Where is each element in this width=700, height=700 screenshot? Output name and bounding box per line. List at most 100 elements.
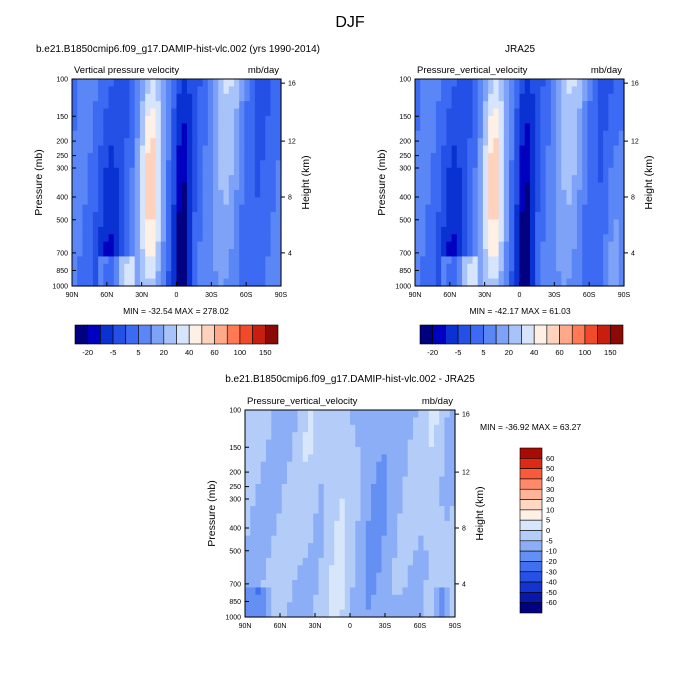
heatmap-cell bbox=[166, 93, 172, 102]
heatmap-cell bbox=[597, 278, 604, 287]
heatmap-cell bbox=[202, 219, 209, 228]
heatmap-cell bbox=[467, 234, 474, 243]
heatmap-cell bbox=[186, 167, 193, 176]
heatmap-cell bbox=[603, 115, 609, 124]
colorbar-box bbox=[519, 478, 543, 490]
heatmap-cell bbox=[425, 108, 432, 117]
heatmap-cell bbox=[155, 271, 162, 280]
heatmap-cell bbox=[597, 175, 604, 184]
heatmap-cell bbox=[571, 175, 578, 184]
heatmap-cell bbox=[108, 175, 115, 184]
heatmap-cell bbox=[592, 167, 599, 176]
min-max-label: MIN = -32.54 MAX = 278.02 bbox=[123, 306, 229, 316]
heatmap-cell bbox=[529, 145, 536, 154]
heatmap-cell bbox=[155, 130, 162, 139]
heatmap-cell bbox=[425, 152, 432, 161]
heatmap-cells bbox=[245, 410, 456, 618]
heatmap-cell bbox=[397, 543, 404, 552]
heatmap-cell bbox=[561, 145, 568, 154]
heatmap-cell bbox=[430, 182, 437, 191]
heatmap-cell bbox=[561, 263, 568, 272]
heatmap-cell bbox=[449, 594, 456, 603]
heatmap-cell bbox=[260, 115, 266, 124]
heatmap-cell bbox=[297, 550, 304, 559]
heatmap-cell bbox=[493, 197, 500, 206]
heatmap-cell bbox=[318, 417, 325, 426]
heatmap-cell bbox=[271, 410, 278, 418]
heatmap-cell bbox=[134, 278, 141, 287]
y-axis-label: Pressure (mb) bbox=[33, 149, 45, 216]
heatmap-cell bbox=[166, 145, 172, 154]
heatmap-cell bbox=[239, 79, 246, 87]
y-right-tick-label: 12 bbox=[631, 139, 639, 146]
heatmap-cell bbox=[545, 189, 552, 198]
colorbar-box bbox=[519, 509, 543, 521]
heatmap-cell bbox=[439, 461, 446, 470]
heatmap-cell bbox=[423, 520, 430, 529]
heatmap-cell bbox=[82, 115, 89, 124]
heatmap-cell bbox=[582, 138, 589, 147]
colorbar-box bbox=[519, 540, 543, 552]
heatmap-cell bbox=[462, 189, 468, 198]
heatmap-cell bbox=[446, 182, 453, 191]
heatmap-cell bbox=[472, 241, 479, 250]
heatmap-cell bbox=[265, 86, 272, 95]
heatmap-cell bbox=[181, 79, 188, 87]
heatmap-cell bbox=[519, 86, 526, 95]
heatmap-cell bbox=[339, 594, 346, 603]
heatmap-cell bbox=[498, 189, 505, 198]
heatmap-cell bbox=[535, 182, 541, 191]
heatmap-cell bbox=[197, 115, 204, 124]
heatmap-cell bbox=[92, 249, 99, 258]
heatmap-cell bbox=[276, 602, 283, 611]
heatmap-cell bbox=[339, 439, 346, 448]
heatmap-cell bbox=[129, 219, 136, 228]
heatmap-cell bbox=[254, 249, 261, 258]
heatmap-cell bbox=[397, 557, 404, 566]
heatmap-cell bbox=[155, 278, 162, 287]
heatmap-cell bbox=[98, 93, 104, 102]
heatmap-cell bbox=[439, 535, 446, 544]
heatmap-cell bbox=[213, 263, 219, 272]
heatmap-cell bbox=[287, 410, 293, 418]
heatmap-cell bbox=[197, 93, 204, 102]
heatmap-cell bbox=[292, 609, 299, 618]
heatmap-cell bbox=[254, 189, 261, 198]
heatmap-cell bbox=[415, 93, 421, 102]
heatmap-cell bbox=[250, 520, 257, 529]
heatmap-cell bbox=[82, 278, 89, 287]
heatmap-cell bbox=[415, 241, 421, 250]
heatmap-cell bbox=[435, 256, 442, 265]
heatmap-cell bbox=[360, 446, 367, 455]
y-axis-label: Pressure (mb) bbox=[376, 149, 388, 216]
heatmap-cell bbox=[545, 101, 552, 110]
heatmap-cell bbox=[519, 256, 526, 265]
heatmap-cell bbox=[197, 212, 204, 221]
heatmap-cell bbox=[477, 241, 484, 250]
heatmap-cell bbox=[430, 271, 437, 280]
heatmap-cell bbox=[213, 130, 219, 139]
heatmap-cell bbox=[571, 160, 578, 169]
heatmap-cell bbox=[420, 145, 427, 154]
heatmap-cell bbox=[323, 513, 330, 522]
heatmap-cell bbox=[160, 182, 167, 191]
heatmap-cell bbox=[302, 417, 309, 426]
heatmap-cell bbox=[386, 424, 393, 433]
heatmap-cell bbox=[618, 197, 625, 206]
heatmap-cell bbox=[446, 263, 453, 272]
heatmap-cell bbox=[456, 79, 463, 87]
heatmap-cell bbox=[360, 513, 367, 522]
heatmap-cell bbox=[592, 212, 599, 221]
heatmap-cell bbox=[566, 86, 573, 95]
heatmap-cell bbox=[556, 234, 562, 243]
heatmap-cell bbox=[418, 609, 425, 618]
heatmap-cell bbox=[529, 249, 536, 258]
heatmap-cell bbox=[608, 226, 615, 235]
heatmap-cell bbox=[108, 115, 115, 124]
heatmap-cell bbox=[176, 278, 183, 287]
heatmap-cell bbox=[587, 197, 594, 206]
heatmap-cell bbox=[550, 219, 557, 228]
heatmap-cell bbox=[297, 602, 304, 611]
heatmap-cell bbox=[360, 461, 367, 470]
heatmap-cell bbox=[265, 93, 272, 102]
